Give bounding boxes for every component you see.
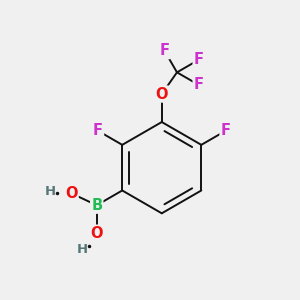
Text: H: H [45,184,56,197]
Text: O: O [155,87,168,102]
Text: B: B [91,198,102,213]
Text: F: F [220,123,230,138]
Text: F: F [194,77,204,92]
Text: F: F [160,43,170,58]
Text: O: O [65,186,78,201]
Text: F: F [194,52,204,67]
Text: O: O [91,226,103,241]
Text: H: H [76,243,88,256]
Text: F: F [93,123,103,138]
